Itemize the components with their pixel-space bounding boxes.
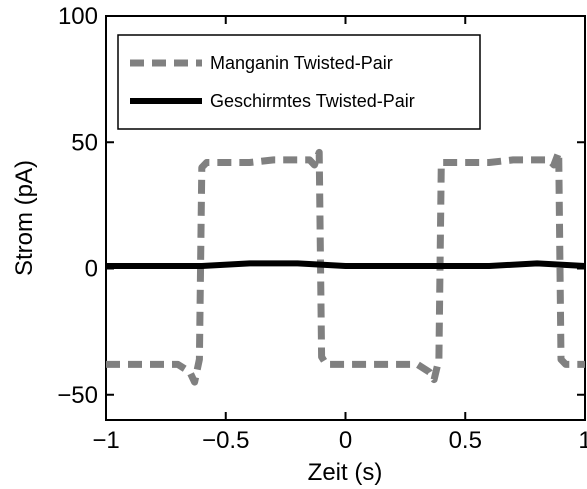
y-axis-title: Strom (pA): [11, 160, 38, 276]
x-tick-label: 0: [339, 427, 352, 454]
x-tick-label: −1: [92, 427, 119, 454]
x-tick-label: 1: [578, 427, 587, 454]
legend-label-1: Manganin Twisted-Pair: [210, 53, 393, 73]
x-axis-title: Zeit (s): [308, 459, 383, 486]
x-tick-label: −0.5: [202, 427, 249, 454]
series-layer: [106, 148, 586, 386]
y-tick-label: 100: [58, 3, 98, 30]
legend-label-2: Geschirmtes Twisted-Pair: [210, 91, 415, 111]
y-tick-label: −50: [57, 382, 98, 409]
series-line-2: [106, 260, 586, 269]
tick-layer: −1 −0.5 0 0.5 1 −50 0 50 100: [57, 3, 587, 454]
legend-box: [117, 34, 481, 130]
x-tick-label: 0.5: [449, 427, 482, 454]
series-line-1: [106, 148, 585, 386]
y-tick-label: 50: [71, 129, 98, 156]
y-tick-label: 0: [85, 256, 98, 283]
legend: Manganin Twisted-Pair Geschirmtes Twisted…: [117, 34, 481, 130]
